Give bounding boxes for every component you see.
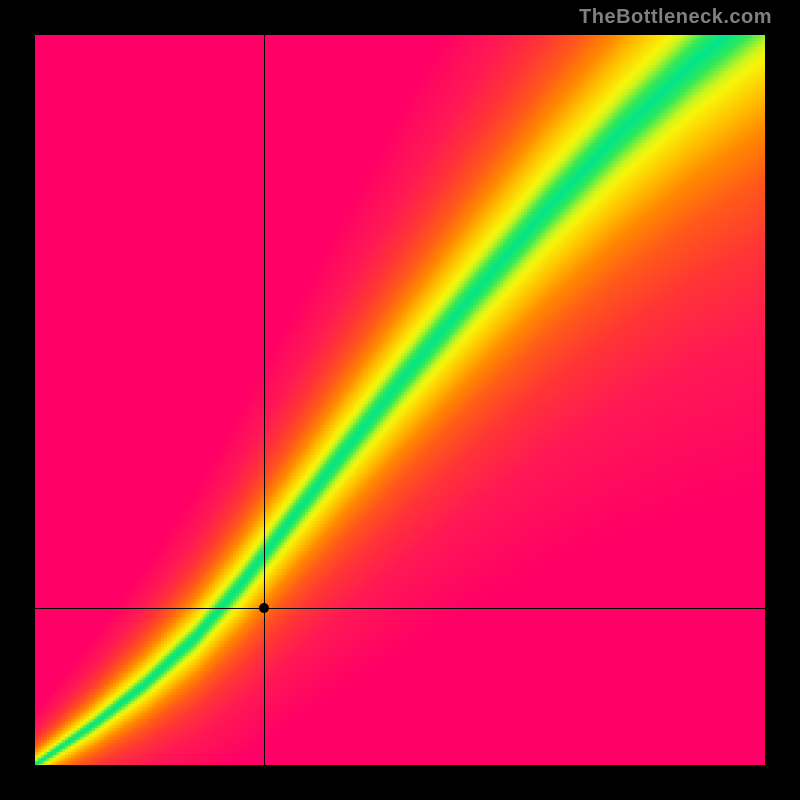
plot-area <box>35 35 765 765</box>
marker-point <box>259 603 269 613</box>
crosshair-vertical <box>264 35 265 765</box>
crosshair-horizontal <box>35 608 765 609</box>
bottleneck-heatmap <box>35 35 765 765</box>
watermark-text: TheBottleneck.com <box>579 6 772 29</box>
